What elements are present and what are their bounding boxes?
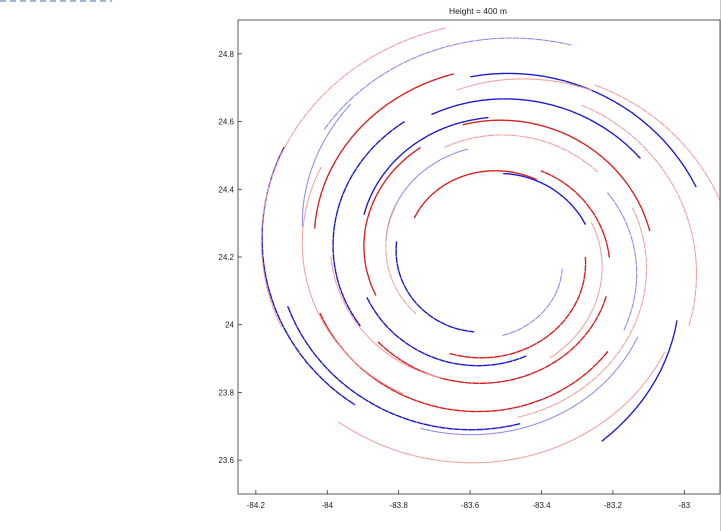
streak-red-0 xyxy=(319,313,609,413)
x-tick-label-4: -83.4 xyxy=(532,501,551,510)
streak-red-1 xyxy=(462,119,651,232)
plot-area xyxy=(260,27,720,464)
streak-blue-4 xyxy=(332,121,405,327)
streak-blue-3 xyxy=(431,98,641,159)
streak-red-3 xyxy=(363,147,421,296)
top-dashed-rule xyxy=(0,0,112,2)
streak-red-6 xyxy=(540,170,610,258)
y-tick-label-0: 23.6 xyxy=(218,456,234,465)
y-tick-label-2: 24 xyxy=(225,321,234,330)
streak-blue-2 xyxy=(287,306,521,431)
streak-red-2 xyxy=(377,296,607,384)
streak-blue-5 xyxy=(363,116,489,216)
axes-frame xyxy=(237,19,721,495)
streak-pink-3 xyxy=(301,166,404,395)
x-tick-label-0: -84.2 xyxy=(247,501,266,510)
x-tick-label-1: -84 xyxy=(321,501,333,510)
streak-pink-9 xyxy=(455,78,593,91)
streak-light_blue-2 xyxy=(607,192,638,331)
streak-pink-8 xyxy=(385,206,417,314)
streak-pink-5 xyxy=(330,256,442,379)
streak-light_blue-1 xyxy=(420,336,639,436)
axis-ticks: -84.2 -84 -83.8 -83.6 -83.4 -83.2 -83 23.6 23.8 2… xyxy=(218,50,690,510)
streak-light_blue-0 xyxy=(323,37,572,130)
y-tick-label-1: 23.8 xyxy=(218,388,234,397)
streak-light_blue-4 xyxy=(502,268,563,336)
y-tick-label-4: 24.4 xyxy=(218,185,234,194)
streak-blue-7 xyxy=(503,172,586,225)
streak-red-7 xyxy=(314,73,454,230)
x-tick-label-3: -83.6 xyxy=(461,501,480,510)
streak-blue-8 xyxy=(395,241,475,333)
streak-pink-2 xyxy=(581,104,698,326)
chart-title: Height = 400 m xyxy=(449,6,507,16)
streak-pink-1 xyxy=(338,351,666,464)
y-tick-label-3: 24.2 xyxy=(218,253,234,262)
x-tick-label-2: -83.8 xyxy=(390,501,409,510)
streak-blue-9 xyxy=(601,320,678,442)
streak-pink-0 xyxy=(260,27,446,328)
streak-blue-0 xyxy=(261,146,356,406)
streak-pink-6 xyxy=(444,134,598,173)
streak-light_blue-3 xyxy=(385,148,469,241)
streak-red-5 xyxy=(413,170,537,219)
x-tick-label-5: -83.2 xyxy=(604,501,623,510)
y-tick-label-5: 24.6 xyxy=(218,118,234,127)
streak-red-4 xyxy=(449,256,587,359)
streak-blue-1 xyxy=(470,72,697,188)
x-tick-label-6: -83 xyxy=(679,501,691,510)
streak-pink-10 xyxy=(594,84,720,202)
streak-pink-4 xyxy=(517,207,648,418)
streak-pink-7 xyxy=(549,221,603,359)
y-tick-label-6: 24.8 xyxy=(218,50,234,59)
streak-blue-6 xyxy=(366,297,528,367)
streak-light_blue-5 xyxy=(301,103,351,228)
